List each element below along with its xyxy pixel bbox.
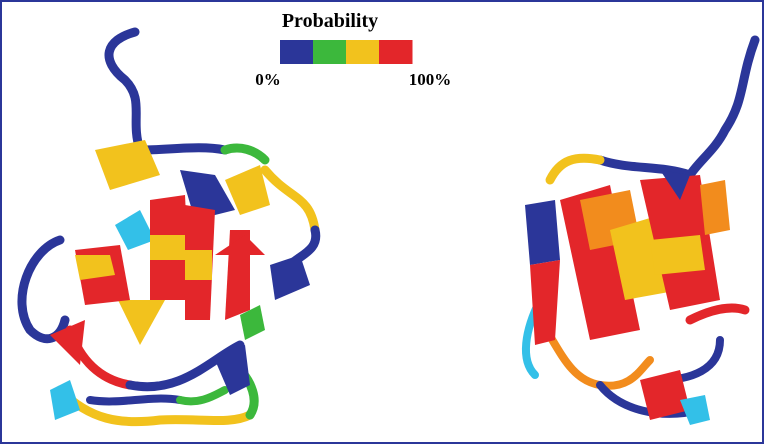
legend-min-label: 0% (255, 70, 281, 89)
legend-swatch (379, 40, 413, 64)
legend-max-label: 100% (409, 70, 452, 89)
legend-swatch (313, 40, 347, 64)
legend-swatch (280, 40, 314, 64)
legend-bar (280, 40, 413, 64)
legend-title: Probability (282, 10, 378, 32)
figure: Probability 0% 100% (0, 0, 764, 444)
legend-swatch (346, 40, 380, 64)
page: Probability 0% 100% (0, 0, 764, 444)
